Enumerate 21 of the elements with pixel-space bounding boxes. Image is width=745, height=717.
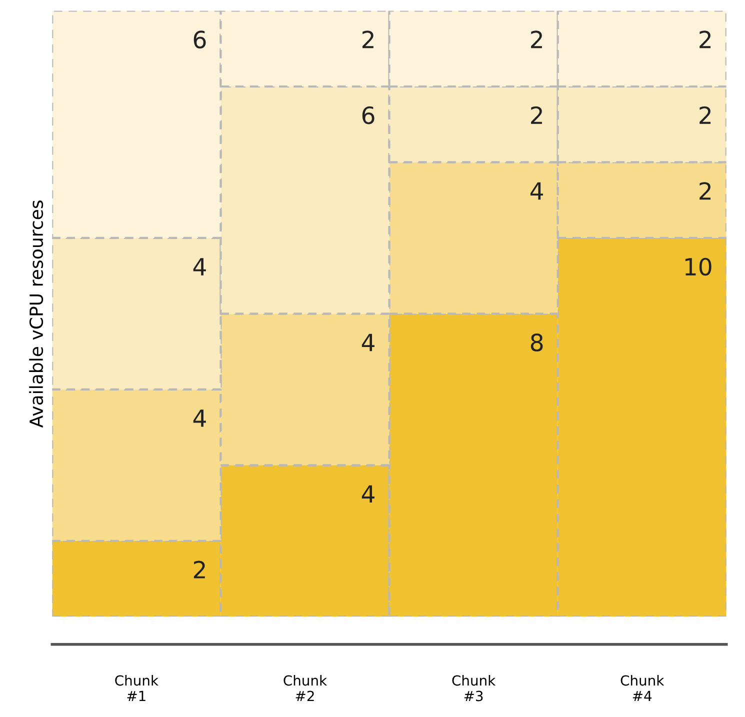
data-label: 4 bbox=[193, 258, 206, 276]
data-label: 4 bbox=[530, 182, 544, 200]
y-axis-title: Available vCPU resources bbox=[29, 200, 44, 428]
data-label: 2 bbox=[362, 30, 374, 48]
data-label: 2 bbox=[700, 182, 711, 200]
x-tick-label: Chunk #1 bbox=[115, 674, 158, 702]
data-label: 8 bbox=[530, 334, 543, 352]
data-label: 4 bbox=[362, 334, 374, 352]
data-label: 2 bbox=[700, 106, 711, 124]
data-label: 2 bbox=[531, 30, 542, 48]
data-label: 10 bbox=[685, 258, 712, 276]
x-tick-label: Chunk #3 bbox=[452, 674, 496, 702]
data-label: 2 bbox=[531, 106, 542, 124]
data-label: 2 bbox=[700, 30, 711, 48]
x-tick-label: Chunk #2 bbox=[284, 674, 328, 702]
x-tick-label: Chunk #4 bbox=[620, 674, 664, 702]
data-label: 6 bbox=[362, 106, 374, 124]
data-label: 4 bbox=[193, 410, 206, 427]
data-label: 2 bbox=[194, 560, 205, 578]
data-label: 4 bbox=[362, 485, 374, 503]
data-label: 6 bbox=[194, 30, 206, 48]
